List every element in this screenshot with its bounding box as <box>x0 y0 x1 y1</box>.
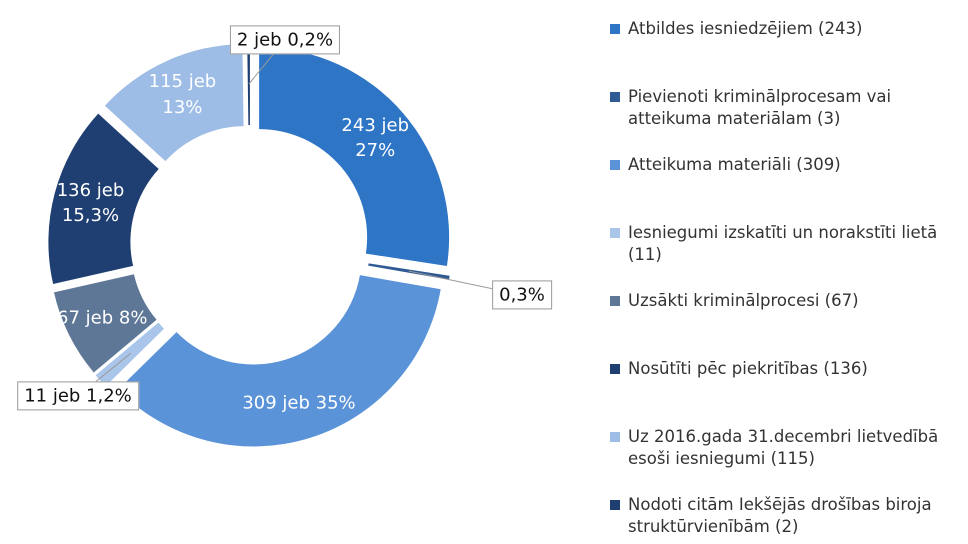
legend-item: Atbildes iesniedzējiem (243) <box>610 18 960 86</box>
legend-swatch <box>610 92 620 102</box>
legend-swatch <box>610 364 620 374</box>
data-label: 115 jeb 13% <box>148 71 217 118</box>
data-label: 2 jeb 0,2% <box>229 25 341 55</box>
donut-slice <box>118 275 441 447</box>
legend-item: Uzsākti kriminālprocesi (67) <box>610 290 960 358</box>
data-label: 67 jeb 8% <box>57 307 148 329</box>
legend-label: Atbildes iesniedzējiem (243) <box>628 19 863 38</box>
legend-item: Nodoti citām Iekšējās drošības biroja st… <box>610 494 960 544</box>
legend-label: Uz 2016.gada 31.decembri lietvedībā esoš… <box>628 427 939 469</box>
legend-swatch <box>610 432 620 442</box>
legend-item: Uz 2016.gada 31.decembri lietvedībā esoš… <box>610 426 960 494</box>
legend: Atbildes iesniedzējiem (243) Pievienoti k… <box>610 18 960 544</box>
legend-label: Pievienoti kriminālprocesam vai atteikum… <box>628 87 892 129</box>
legend-item: Nosūtīti pēc piekritības (136) <box>610 358 960 426</box>
data-label: 11 jeb 1,2% <box>17 381 139 411</box>
legend-item: Atteikuma materiāli (309) <box>610 154 960 222</box>
legend-swatch <box>610 500 620 510</box>
data-label: 243 jeb 27% <box>341 114 410 161</box>
data-label: 0,3% <box>492 280 552 310</box>
data-label: 136 jeb 15,3% <box>56 179 125 226</box>
legend-item: Pievienoti kriminālprocesam vai atteikum… <box>610 86 960 154</box>
legend-item: Iesniegumi izskatīti un norakstīti lietā… <box>610 222 960 290</box>
donut-slice <box>104 44 244 162</box>
donut-slice <box>247 43 250 126</box>
donut-slice <box>259 47 450 267</box>
legend-label: Nodoti citām Iekšējās drošības biroja st… <box>628 495 932 537</box>
legend-label: Nosūtīti pēc piekritības (136) <box>628 359 868 378</box>
legend-swatch <box>610 160 620 170</box>
legend-swatch <box>610 296 620 306</box>
legend-label: Uzsākti kriminālprocesi (67) <box>628 291 859 310</box>
legend-label: Iesniegumi izskatīti un norakstīti lietā… <box>628 223 938 265</box>
donut-slice <box>53 274 157 373</box>
donut-slice <box>48 113 159 285</box>
legend-swatch <box>610 228 620 238</box>
legend-swatch <box>610 24 620 34</box>
data-label: 309 jeb 35% <box>242 391 356 413</box>
legend-label: Atteikuma materiāli (309) <box>628 155 841 174</box>
